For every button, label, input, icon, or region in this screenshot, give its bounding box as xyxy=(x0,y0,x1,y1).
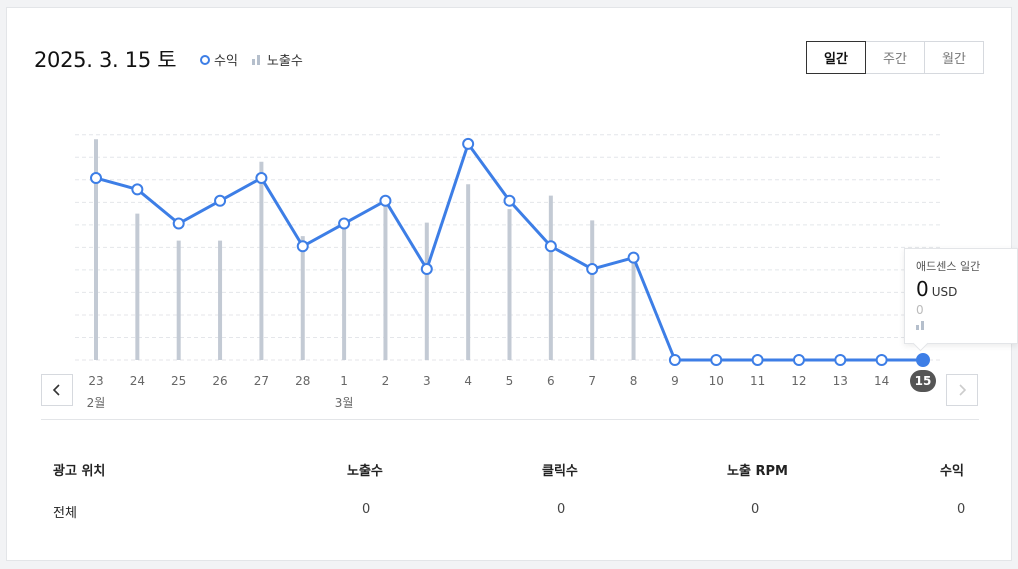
x-tick-label: 24 xyxy=(130,374,145,388)
column-header: 수익 xyxy=(940,464,964,479)
tab-monthly[interactable]: 월간 xyxy=(924,41,984,74)
column-header: 클릭수 xyxy=(542,464,578,479)
table-cell: 0 xyxy=(557,502,566,517)
legend-revenue: 수익 xyxy=(200,50,238,69)
table-cell: 0 xyxy=(362,502,371,517)
x-tick-label: 23 xyxy=(88,374,103,388)
revenue-point xyxy=(875,354,888,366)
x-tick-label: 6 xyxy=(547,374,555,388)
x-tick-label: 2 xyxy=(382,374,390,388)
summary-table: 광고 위치 노출수 클릭수 노출 RPM 수익 전체 0 0 0 0 xyxy=(7,448,1013,532)
bar-marker-icon xyxy=(251,54,262,65)
revenue-point xyxy=(379,194,392,207)
revenue-point xyxy=(420,263,433,276)
column-header: 노출 RPM xyxy=(727,464,788,479)
x-tick-label: 27 xyxy=(254,374,269,388)
revenue-point xyxy=(792,354,805,366)
revenue-point xyxy=(544,240,557,253)
legend-impressions: 노출수 xyxy=(251,50,303,69)
revenue-point xyxy=(710,354,723,366)
adsense-daily-card: 2025. 3. 15 토 수익 노출수 일간 주간 월간 23 24 25 26 27… xyxy=(6,7,1018,561)
revenue-point xyxy=(131,183,144,196)
revenue-point xyxy=(627,251,640,264)
x-tick-label: 15 xyxy=(915,374,932,388)
table-cell: 0 xyxy=(751,502,760,517)
tooltip-value-unit: USD xyxy=(931,285,958,299)
selected-date-badge xyxy=(910,370,936,392)
legend-revenue-label: 수익 xyxy=(214,54,238,69)
revenue-point xyxy=(751,354,764,366)
tab-daily[interactable]: 일간 xyxy=(806,41,866,74)
period-tabs: 일간 주간 월간 xyxy=(806,41,984,74)
table-cell: 0 xyxy=(957,502,966,517)
x-tick-label: 11 xyxy=(750,374,765,388)
revenue-point xyxy=(338,217,351,230)
x-tick-label: 10 xyxy=(709,374,724,388)
x-tick-label: 3 xyxy=(423,374,431,388)
x-tick-label: 14 xyxy=(874,374,889,388)
month-label: 3월 xyxy=(335,396,354,410)
x-tick-label: 1 xyxy=(340,374,348,388)
table-row: 전체 0 0 0 0 xyxy=(7,490,1013,532)
chevron-right-icon xyxy=(959,384,967,396)
column-header: 광고 위치 xyxy=(53,464,106,479)
tooltip-value-number: 0 xyxy=(916,277,929,301)
date-title: 2025. 3. 15 토 xyxy=(34,48,177,72)
x-tick-label: 12 xyxy=(791,374,806,388)
table-cell: 전체 xyxy=(53,506,77,521)
revenue-point xyxy=(255,172,268,185)
revenue-point xyxy=(586,263,599,276)
x-tick-label: 7 xyxy=(588,374,596,388)
x-tick-label: 13 xyxy=(833,374,848,388)
revenue-point xyxy=(916,353,930,367)
x-tick-label: 9 xyxy=(671,374,679,388)
revenue-point xyxy=(296,240,309,253)
tooltip-value: 0 USD xyxy=(916,277,1006,301)
column-header: 노출수 xyxy=(347,464,383,479)
revenue-point xyxy=(214,194,227,207)
revenue-point xyxy=(90,172,102,185)
next-period-button[interactable] xyxy=(946,374,978,406)
revenue-point xyxy=(668,354,681,366)
tooltip-title: 애드센스 일간 xyxy=(916,260,981,273)
tooltip-sub-value: 0 xyxy=(916,303,924,317)
x-tick-label: 28 xyxy=(295,374,310,388)
section-divider xyxy=(41,419,979,420)
chart-tooltip: 애드센스 일간 0 USD 0 xyxy=(904,248,1018,344)
chart-legend: 수익 노출수 xyxy=(200,50,317,69)
x-tick-label: 25 xyxy=(171,374,186,388)
bar-marker-icon xyxy=(916,320,1006,330)
line-marker-icon xyxy=(200,54,210,65)
revenue-point xyxy=(172,217,185,230)
x-tick-label: 5 xyxy=(506,374,514,388)
x-tick-label: 8 xyxy=(630,374,638,388)
revenue-point xyxy=(462,137,475,150)
revenue-point xyxy=(503,194,516,207)
table-header-row: 광고 위치 노출수 클릭수 노출 RPM 수익 xyxy=(7,448,1013,490)
revenue-point xyxy=(834,354,847,366)
x-tick-label: 4 xyxy=(464,374,472,388)
chevron-left-icon xyxy=(52,384,60,396)
month-label: 2월 xyxy=(87,396,106,410)
legend-impressions-label: 노출수 xyxy=(266,54,303,69)
x-tick-label: 26 xyxy=(212,374,227,388)
prev-period-button[interactable] xyxy=(41,374,73,406)
